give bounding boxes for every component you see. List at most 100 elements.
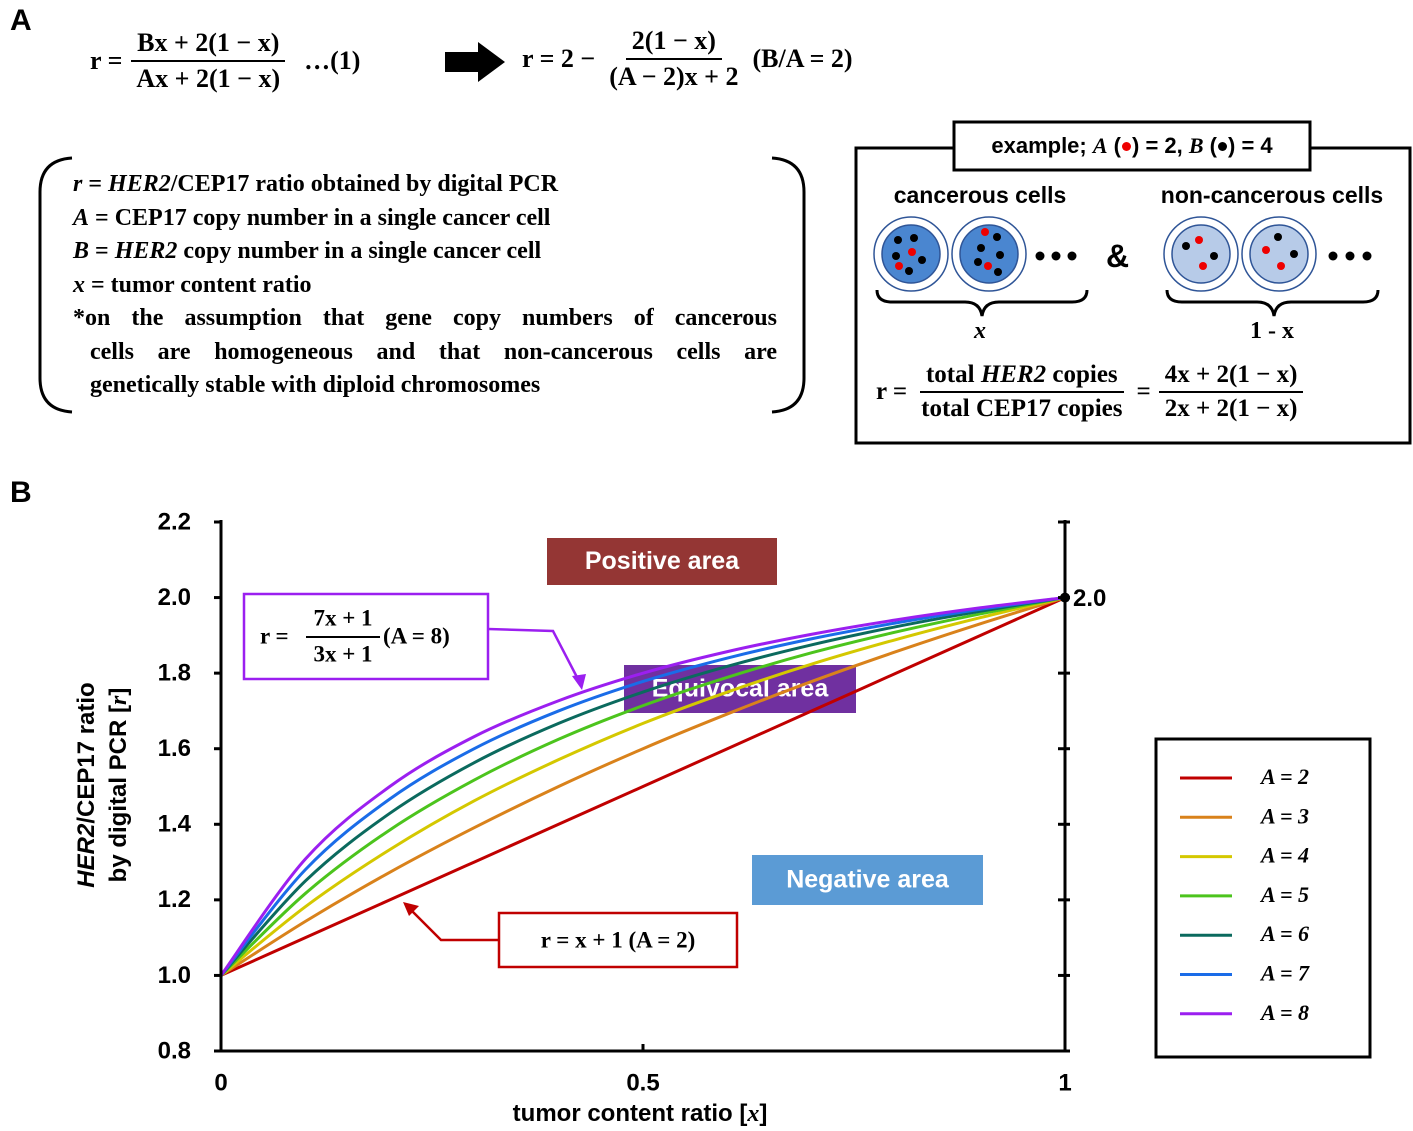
gene: HER2 [115, 238, 178, 264]
var: x [73, 272, 85, 298]
numerator: 4x + 2(1 − x) [1159, 361, 1304, 393]
equation: r = Bx + 2(1 − x)Ax + 2(1 − x) …(1) [90, 22, 360, 100]
annotation-arrow [410, 909, 499, 940]
var: B [1189, 133, 1204, 159]
denominator: 2x + 2(1 − x) [1159, 393, 1304, 423]
panel-label: B [10, 476, 32, 510]
page: {"panel_labels": ["A", "B"], "equations"… [0, 0, 1413, 1131]
text: ( [1108, 133, 1121, 159]
x-axis-label: tumor content ratio [x] [513, 1100, 768, 1127]
end-point [1060, 593, 1070, 603]
eq-lhs: r = 2 − [522, 44, 595, 74]
arrowhead [572, 674, 586, 690]
text: /CEP17 ratio obtained by digital PCR [171, 171, 558, 197]
legend-label: A = 8 [1259, 1000, 1309, 1025]
y-tick-label: 1.4 [158, 811, 192, 838]
area-label: Positive area [585, 547, 740, 575]
cell-label: non-cancerous cells [1142, 182, 1402, 209]
formula-part: 7x + 1 [313, 605, 372, 630]
text: total [926, 361, 981, 388]
equals: = [1137, 378, 1151, 406]
y-axis-label: HER2/CEP17 ratio [73, 682, 100, 887]
formula: r = x + 1 (A = 2) [541, 927, 696, 952]
legend-label: A = 6 [1259, 921, 1309, 946]
note: cells are homogeneous and that non-cance… [73, 336, 777, 370]
denominator: total CEP17 copies [915, 393, 1128, 423]
y-tick-label: 2.2 [158, 508, 191, 535]
bracket-left [40, 158, 72, 412]
definition: B = HER2 copy number in a single cancer … [73, 235, 777, 269]
note: genetically stable with diploid chromoso… [73, 369, 777, 403]
eq-lhs: r = [876, 378, 907, 406]
annotation-arrow [488, 629, 580, 683]
gene: HER2 [108, 171, 171, 197]
numerator: Bx + 2(1 − x) [131, 28, 285, 62]
x-label-part: tumor content ratio [ [513, 1100, 748, 1127]
var: A [73, 205, 89, 231]
formula-part: r = [260, 623, 289, 648]
text: ) = 2, [1132, 133, 1189, 159]
fraction-label: 1 - x [1222, 318, 1322, 345]
y-label-part: ] [105, 688, 132, 696]
y-tick-label: 0.8 [158, 1037, 191, 1064]
cell-label: cancerous cells [880, 182, 1080, 209]
legend-label: A = 5 [1259, 882, 1309, 907]
y-axis-label: by digital PCR [r] [105, 688, 132, 883]
x-tick-label: 0 [214, 1069, 227, 1096]
text: = [82, 171, 108, 197]
formula-part: 3x + 1 [313, 641, 372, 666]
text: ( [1204, 133, 1217, 159]
denominator: (A − 2)x + 2 [603, 60, 744, 92]
denominator: Ax + 2(1 − x) [130, 62, 286, 94]
var: A [1093, 133, 1108, 159]
text: copies [1046, 361, 1118, 388]
arrow [445, 42, 505, 82]
y-tick-label: 1.6 [158, 735, 191, 762]
note: *on the assumption that gene copy number… [73, 302, 777, 336]
equation: r = 2 − 2(1 − x)(A − 2)x + 2 (B/A = 2) [522, 20, 853, 98]
area-label: Negative area [786, 866, 950, 894]
black-dot [1218, 142, 1227, 151]
y-label-part: HER2 [73, 823, 100, 888]
y-label-part: by digital PCR [ [105, 705, 132, 882]
numerator: 2(1 − x) [626, 26, 722, 60]
text: = CEP17 copy number in a single cancer c… [89, 205, 550, 231]
panel-label: A [10, 4, 32, 38]
definition: x = tumor content ratio [73, 269, 777, 303]
legend-label: A = 4 [1259, 843, 1309, 868]
fraction: total HER2 copiestotal CEP17 copies [915, 361, 1128, 423]
y-tick-label: 2.0 [158, 584, 191, 611]
x-tick-label: 0.5 [626, 1069, 659, 1096]
text: copy number in a single cancer cell [177, 238, 541, 264]
legend-label: A = 7 [1259, 961, 1310, 986]
x-label-part: ] [759, 1100, 767, 1127]
connector: & [1106, 238, 1129, 275]
definitions: r = HER2/CEP17 ratio obtained by digital… [73, 168, 777, 403]
var: r [73, 171, 82, 197]
text: = tumor content ratio [85, 272, 312, 298]
fraction: Bx + 2(1 − x)Ax + 2(1 − x) [130, 28, 286, 94]
x-label-part: x [746, 1101, 759, 1127]
var: B [73, 238, 89, 264]
fraction: 4x + 2(1 − x)2x + 2(1 − x) [1159, 361, 1304, 423]
numerator: total HER2 copies [920, 361, 1124, 393]
text: ) = 4 [1228, 133, 1273, 159]
legend-label: A = 2 [1259, 764, 1309, 789]
fraction-label: x [940, 318, 1020, 345]
formula-part: (A = 8) [383, 623, 450, 648]
eq-condition: (B/A = 2) [753, 44, 853, 74]
definition: r = HER2/CEP17 ratio obtained by digital… [73, 168, 777, 202]
red-dot [1122, 142, 1131, 151]
fraction: 2(1 − x)(A − 2)x + 2 [603, 26, 744, 92]
end-point-label: 2.0 [1073, 585, 1106, 612]
y-tick-label: 1.0 [158, 962, 191, 989]
text: example; [991, 133, 1093, 159]
eq-lhs: r = [90, 46, 122, 76]
gene: HER2 [981, 361, 1046, 388]
y-label-part: /CEP17 ratio [73, 682, 100, 823]
definition: A = CEP17 copy number in a single cancer… [73, 202, 777, 236]
legend-label: A = 3 [1259, 803, 1309, 828]
text: = [89, 238, 115, 264]
